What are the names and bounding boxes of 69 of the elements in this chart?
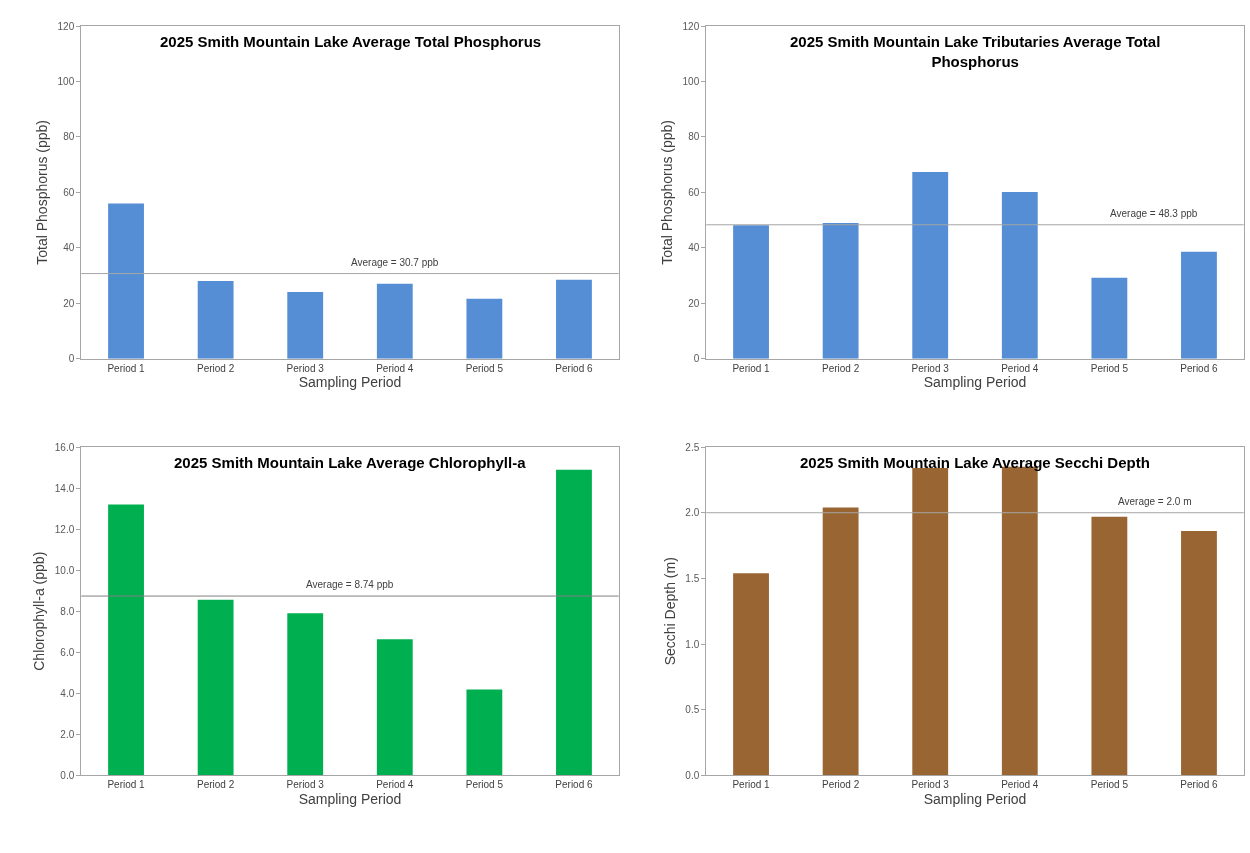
x-tick-label: Period 1 — [732, 362, 771, 374]
y-tick-label: 14.0 — [54, 482, 75, 494]
y-tick-label: 20 — [688, 297, 700, 309]
x-tick-label: Period 6 — [555, 779, 594, 791]
x-tick-label: Period 4 — [376, 779, 414, 791]
x-tick-label: Period 3 — [286, 362, 325, 374]
x-axis-title: Sampling Period — [298, 790, 402, 807]
y-tick-label: 0.0 — [60, 769, 75, 781]
x-tick-label: Period 2 — [822, 362, 860, 374]
y-tick-label: 60 — [63, 186, 75, 198]
y-tick-label: 100 — [57, 75, 75, 87]
x-axis-title: Sampling Period — [923, 373, 1027, 390]
y-axis-title: Total Phosphorus (ppb) — [659, 119, 676, 265]
y-tick-label: 8.0 — [60, 605, 75, 617]
text: 2025 Smith Mountain Lake Average Chlorophyll-a — [174, 454, 527, 471]
y-tick-label: 12.0 — [54, 523, 75, 535]
x-tick-label: Period 6 — [555, 362, 594, 374]
x-tick-label: Period 2 — [822, 779, 860, 791]
y-tick-label: 100 — [682, 75, 700, 87]
text: 2025 Smith Mountain Lake Average Total Phosphorus — [160, 33, 542, 50]
y-tick-label: 6.0 — [60, 646, 75, 658]
x-tick-label: Period 5 — [1090, 779, 1129, 791]
y-tick-label: 0 — [693, 353, 700, 365]
x-tick-label: Period 2 — [197, 779, 235, 791]
ref-line-label: Average = 48.3 ppb — [1110, 208, 1198, 219]
y-tick-label: 2.0 — [60, 728, 75, 740]
y-tick-label: 2.0 — [685, 507, 700, 519]
x-tick-label: Period 1 — [107, 779, 146, 791]
y-axis-title: Chlorophyll-a (ppb) — [31, 551, 48, 671]
y-tick-label: 40 — [63, 242, 75, 254]
y-tick-label: 1.5 — [685, 572, 700, 584]
x-tick-label: Period 4 — [1001, 362, 1039, 374]
x-tick-label: Period 6 — [1180, 779, 1219, 791]
x-axis-title: Sampling Period — [923, 790, 1027, 807]
x-tick-label: Period 5 — [1090, 362, 1129, 374]
y-tick-label: 0 — [68, 353, 75, 365]
y-tick-label: 10.0 — [54, 564, 75, 576]
x-tick-label: Period 5 — [465, 779, 504, 791]
x-tick-label: Period 4 — [1001, 779, 1039, 791]
y-tick-label: 2.5 — [685, 441, 700, 453]
text: 2025 Smith Mountain Lake Tributaries Average Total Phosphorus — [790, 33, 1161, 70]
y-axis-title: Total Phosphorus (ppb) — [34, 119, 51, 265]
x-tick-label: Period 1 — [107, 362, 146, 374]
y-tick-label: 120 — [682, 20, 700, 32]
x-tick-label: Period 6 — [1180, 362, 1219, 374]
x-tick-label: Period 3 — [286, 779, 325, 791]
x-tick-label: Period 3 — [911, 779, 950, 791]
ref-line-label: Average = 8.74 ppb — [306, 579, 394, 590]
ref-line-label: Average = 2.0 m — [1118, 496, 1192, 507]
text: 2025 Smith Mountain Lake Average Secchi Depth — [800, 454, 1150, 471]
y-tick-label: 4.0 — [60, 687, 75, 699]
y-tick-label: 80 — [688, 131, 700, 143]
y-tick-label: 16.0 — [54, 441, 75, 453]
y-tick-label: 40 — [688, 242, 700, 254]
y-tick-label: 60 — [688, 186, 700, 198]
x-tick-label: Period 5 — [465, 362, 504, 374]
x-tick-label: Period 2 — [197, 362, 235, 374]
y-tick-label: 1.0 — [685, 638, 700, 650]
x-axis-title: Sampling Period — [298, 373, 402, 390]
y-tick-label: 20 — [63, 297, 75, 309]
y-tick-label: 0.5 — [685, 704, 700, 716]
x-tick-label: Period 4 — [376, 362, 414, 374]
x-tick-label: Period 1 — [732, 779, 771, 791]
ref-line-label: Average = 30.7 ppb — [351, 257, 439, 268]
y-axis-title: Secchi Depth (m) — [661, 557, 678, 666]
y-tick-label: 80 — [63, 131, 75, 143]
y-tick-label: 0.0 — [685, 769, 700, 781]
y-tick-label: 120 — [57, 20, 75, 32]
x-tick-label: Period 3 — [911, 362, 950, 374]
